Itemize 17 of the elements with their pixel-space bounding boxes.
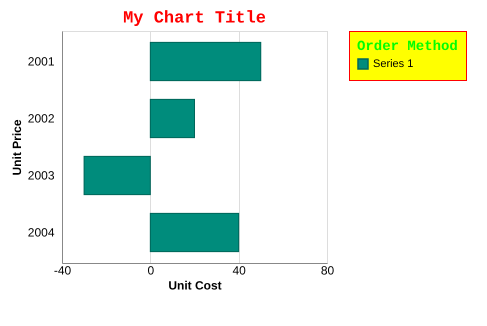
x-tick-label: 0 bbox=[147, 264, 154, 278]
legend-label: Series 1 bbox=[373, 58, 414, 70]
y-axis-title: Unit Price bbox=[10, 119, 24, 176]
chart-title: My Chart Title bbox=[123, 10, 266, 28]
x-tick-label: 40 bbox=[232, 264, 246, 278]
y-tick-label: 2003 bbox=[28, 168, 55, 182]
bar bbox=[150, 212, 240, 252]
y-tick-label: 2002 bbox=[28, 112, 55, 126]
bar bbox=[150, 98, 195, 138]
bar bbox=[84, 156, 151, 196]
x-tick-label: 80 bbox=[320, 264, 334, 278]
x-tick-label: -40 bbox=[54, 264, 72, 278]
y-tick-label: 2004 bbox=[28, 226, 55, 240]
bar bbox=[150, 42, 262, 82]
x-axis-title: Unit Cost bbox=[168, 278, 222, 292]
legend-title: Order Method bbox=[357, 39, 458, 55]
y-tick-label: 2001 bbox=[28, 54, 55, 68]
